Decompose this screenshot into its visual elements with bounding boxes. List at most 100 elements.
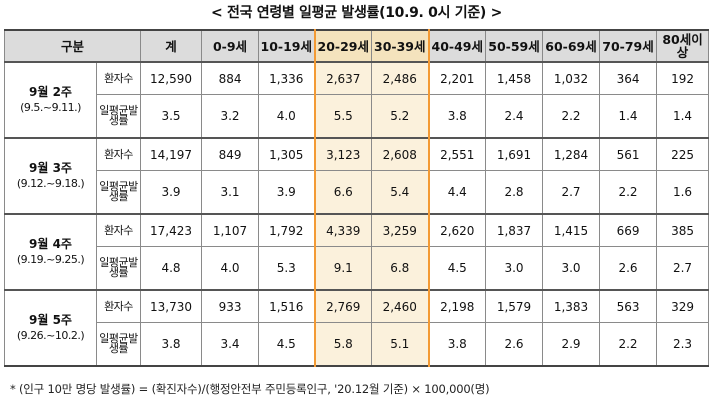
incidence-table-container: 구분 계 0-9세 10-19세 20-29세 30-39세 40-49세 50… <box>3 29 710 367</box>
row-label-rate: 일평균발생률 <box>95 322 142 367</box>
cell-cases: 561 <box>599 137 658 171</box>
cell-rate: 5.8 <box>313 322 373 367</box>
cell-rate: 6.6 <box>313 170 373 215</box>
cell-cases: 2,198 <box>428 289 487 323</box>
cell-rate: 2.3 <box>656 322 710 367</box>
cell-cases: 1,415 <box>542 213 601 247</box>
cell-cases: 385 <box>656 213 710 247</box>
cell-cases: 192 <box>656 61 710 95</box>
cell-rate: 2.2 <box>599 170 658 215</box>
cell-rate: 5.2 <box>371 94 430 139</box>
table-row-cases: 9월 2주 (9.5.~9.11.) 환자수 12,590 884 1,336 2,637 2… <box>4 61 710 139</box>
cell-rate: 3.9 <box>258 170 316 215</box>
cell-cases: 2,460 <box>371 289 430 323</box>
cell-cases: 4,339 <box>313 213 373 247</box>
cell-cases: 364 <box>599 61 658 95</box>
week-name: 9월 2주 <box>29 85 72 99</box>
cell-rate: 3.5 <box>140 94 203 139</box>
header-col-40-49: 40-49세 <box>428 29 487 63</box>
cell-rate: 5.1 <box>371 322 430 367</box>
cell-cases: 669 <box>599 213 658 247</box>
cell-rate: 4.8 <box>140 246 203 291</box>
cell-cases: 2,608 <box>371 137 430 171</box>
cell-rate: 3.0 <box>542 246 601 291</box>
header-col-total: 계 <box>140 29 203 63</box>
cell-rate: 4.5 <box>258 322 316 367</box>
cell-cases: 13,730 <box>140 289 203 323</box>
cell-cases: 2,486 <box>371 61 430 95</box>
cell-cases: 1,107 <box>201 213 260 247</box>
table-row-rate: 일평균발생률 4.8 4.0 5.3 9.1 6.8 4.5 3.0 3.0 2.6 2.7 <box>5 246 710 291</box>
week-name: 9월 3주 <box>29 161 72 175</box>
cell-cases: 329 <box>656 289 710 323</box>
cell-rate: 3.0 <box>485 246 544 291</box>
cell-cases: 2,201 <box>428 61 487 95</box>
header-col-60-69: 60-69세 <box>542 29 601 63</box>
table-row-rate: 일평균발생률 3.9 3.1 3.9 6.6 5.4 4.4 2.8 2.7 2.2 1.6 <box>5 170 710 215</box>
week-label: 9월 2주 (9.5.~9.11.) <box>4 61 97 139</box>
cell-cases: 3,123 <box>313 137 373 171</box>
cell-rate: 2.6 <box>599 246 658 291</box>
row-label-rate: 일평균발생률 <box>95 94 142 139</box>
cell-rate: 3.1 <box>201 170 260 215</box>
cell-rate: 5.3 <box>258 246 316 291</box>
cell-cases: 1,792 <box>258 213 316 247</box>
cell-rate: 1.4 <box>599 94 658 139</box>
week-name: 9월 5주 <box>29 313 72 327</box>
cell-rate: 2.9 <box>542 322 601 367</box>
cell-cases: 849 <box>201 137 260 171</box>
table-row-cases: 9월 3주 (9.12.~9.18.) 환자수 14,197 849 1,305 3,123… <box>4 137 710 215</box>
cell-cases: 3,259 <box>371 213 430 247</box>
row-label-cases: 환자수 <box>95 137 142 171</box>
row-label-cases: 환자수 <box>95 289 142 323</box>
cell-cases: 1,579 <box>485 289 544 323</box>
cell-cases: 1,284 <box>542 137 601 171</box>
cell-cases: 2,551 <box>428 137 487 171</box>
week-label: 9월 4주 (9.19.~9.25.) <box>4 213 97 291</box>
cell-cases: 1,837 <box>485 213 544 247</box>
cell-cases: 2,620 <box>428 213 487 247</box>
cell-rate: 1.6 <box>656 170 710 215</box>
week-label: 9월 3주 (9.12.~9.18.) <box>4 137 97 215</box>
incidence-table: 구분 계 0-9세 10-19세 20-29세 30-39세 40-49세 50… <box>3 29 710 367</box>
cell-cases: 14,197 <box>140 137 203 171</box>
week-range: (9.26.~10.2.) <box>16 329 85 342</box>
cell-cases: 1,691 <box>485 137 544 171</box>
cell-cases: 225 <box>656 137 710 171</box>
cell-cases: 563 <box>599 289 658 323</box>
cell-cases: 2,637 <box>313 61 373 95</box>
cell-cases: 1,336 <box>258 61 316 95</box>
cell-rate: 4.0 <box>258 94 316 139</box>
header-col-20-29: 20-29세 <box>313 29 373 63</box>
cell-rate: 2.2 <box>542 94 601 139</box>
table-body: 9월 2주 (9.5.~9.11.) 환자수 12,590 884 1,336 2,637 2… <box>4 61 710 367</box>
table-row-cases: 9월 4주 (9.19.~9.25.) 환자수 17,423 1,107 1,792 4,3… <box>4 213 710 291</box>
cell-rate: 2.8 <box>485 170 544 215</box>
table-row-cases: 9월 5주 (9.26.~10.2.) 환자수 13,730 933 1,516 2,769… <box>4 289 710 367</box>
week-name: 9월 4주 <box>29 237 72 251</box>
cell-rate: 3.4 <box>201 322 260 367</box>
header-col-30-39: 30-39세 <box>371 29 430 63</box>
cell-rate: 9.1 <box>313 246 373 291</box>
cell-cases: 884 <box>201 61 260 95</box>
cell-rate: 2.7 <box>542 170 601 215</box>
cell-cases: 1,516 <box>258 289 316 323</box>
cell-rate: 5.5 <box>313 94 373 139</box>
week-range: (9.12.~9.18.) <box>16 177 85 190</box>
header-gubun: 구분 <box>3 29 142 63</box>
header-col-0-9: 0-9세 <box>201 29 260 63</box>
cell-rate: 2.2 <box>599 322 658 367</box>
cell-rate: 2.4 <box>485 94 544 139</box>
cell-cases: 12,590 <box>140 61 203 95</box>
cell-cases: 1,305 <box>258 137 316 171</box>
row-label-cases: 환자수 <box>95 213 142 247</box>
header-col-80-plus: 80세이상 <box>656 29 710 63</box>
cell-rate: 3.2 <box>201 94 260 139</box>
header-row: 구분 계 0-9세 10-19세 20-29세 30-39세 40-49세 50… <box>3 29 710 63</box>
row-label-rate: 일평균발생률 <box>95 170 142 215</box>
header-col-10-19: 10-19세 <box>258 29 316 63</box>
cell-cases: 2,769 <box>313 289 373 323</box>
footnote: * (인구 10만 명당 발생률) = (확진자수)/(행정안전부 주민등록인구… <box>10 382 490 396</box>
cell-rate: 3.9 <box>140 170 203 215</box>
cell-rate: 4.4 <box>428 170 487 215</box>
